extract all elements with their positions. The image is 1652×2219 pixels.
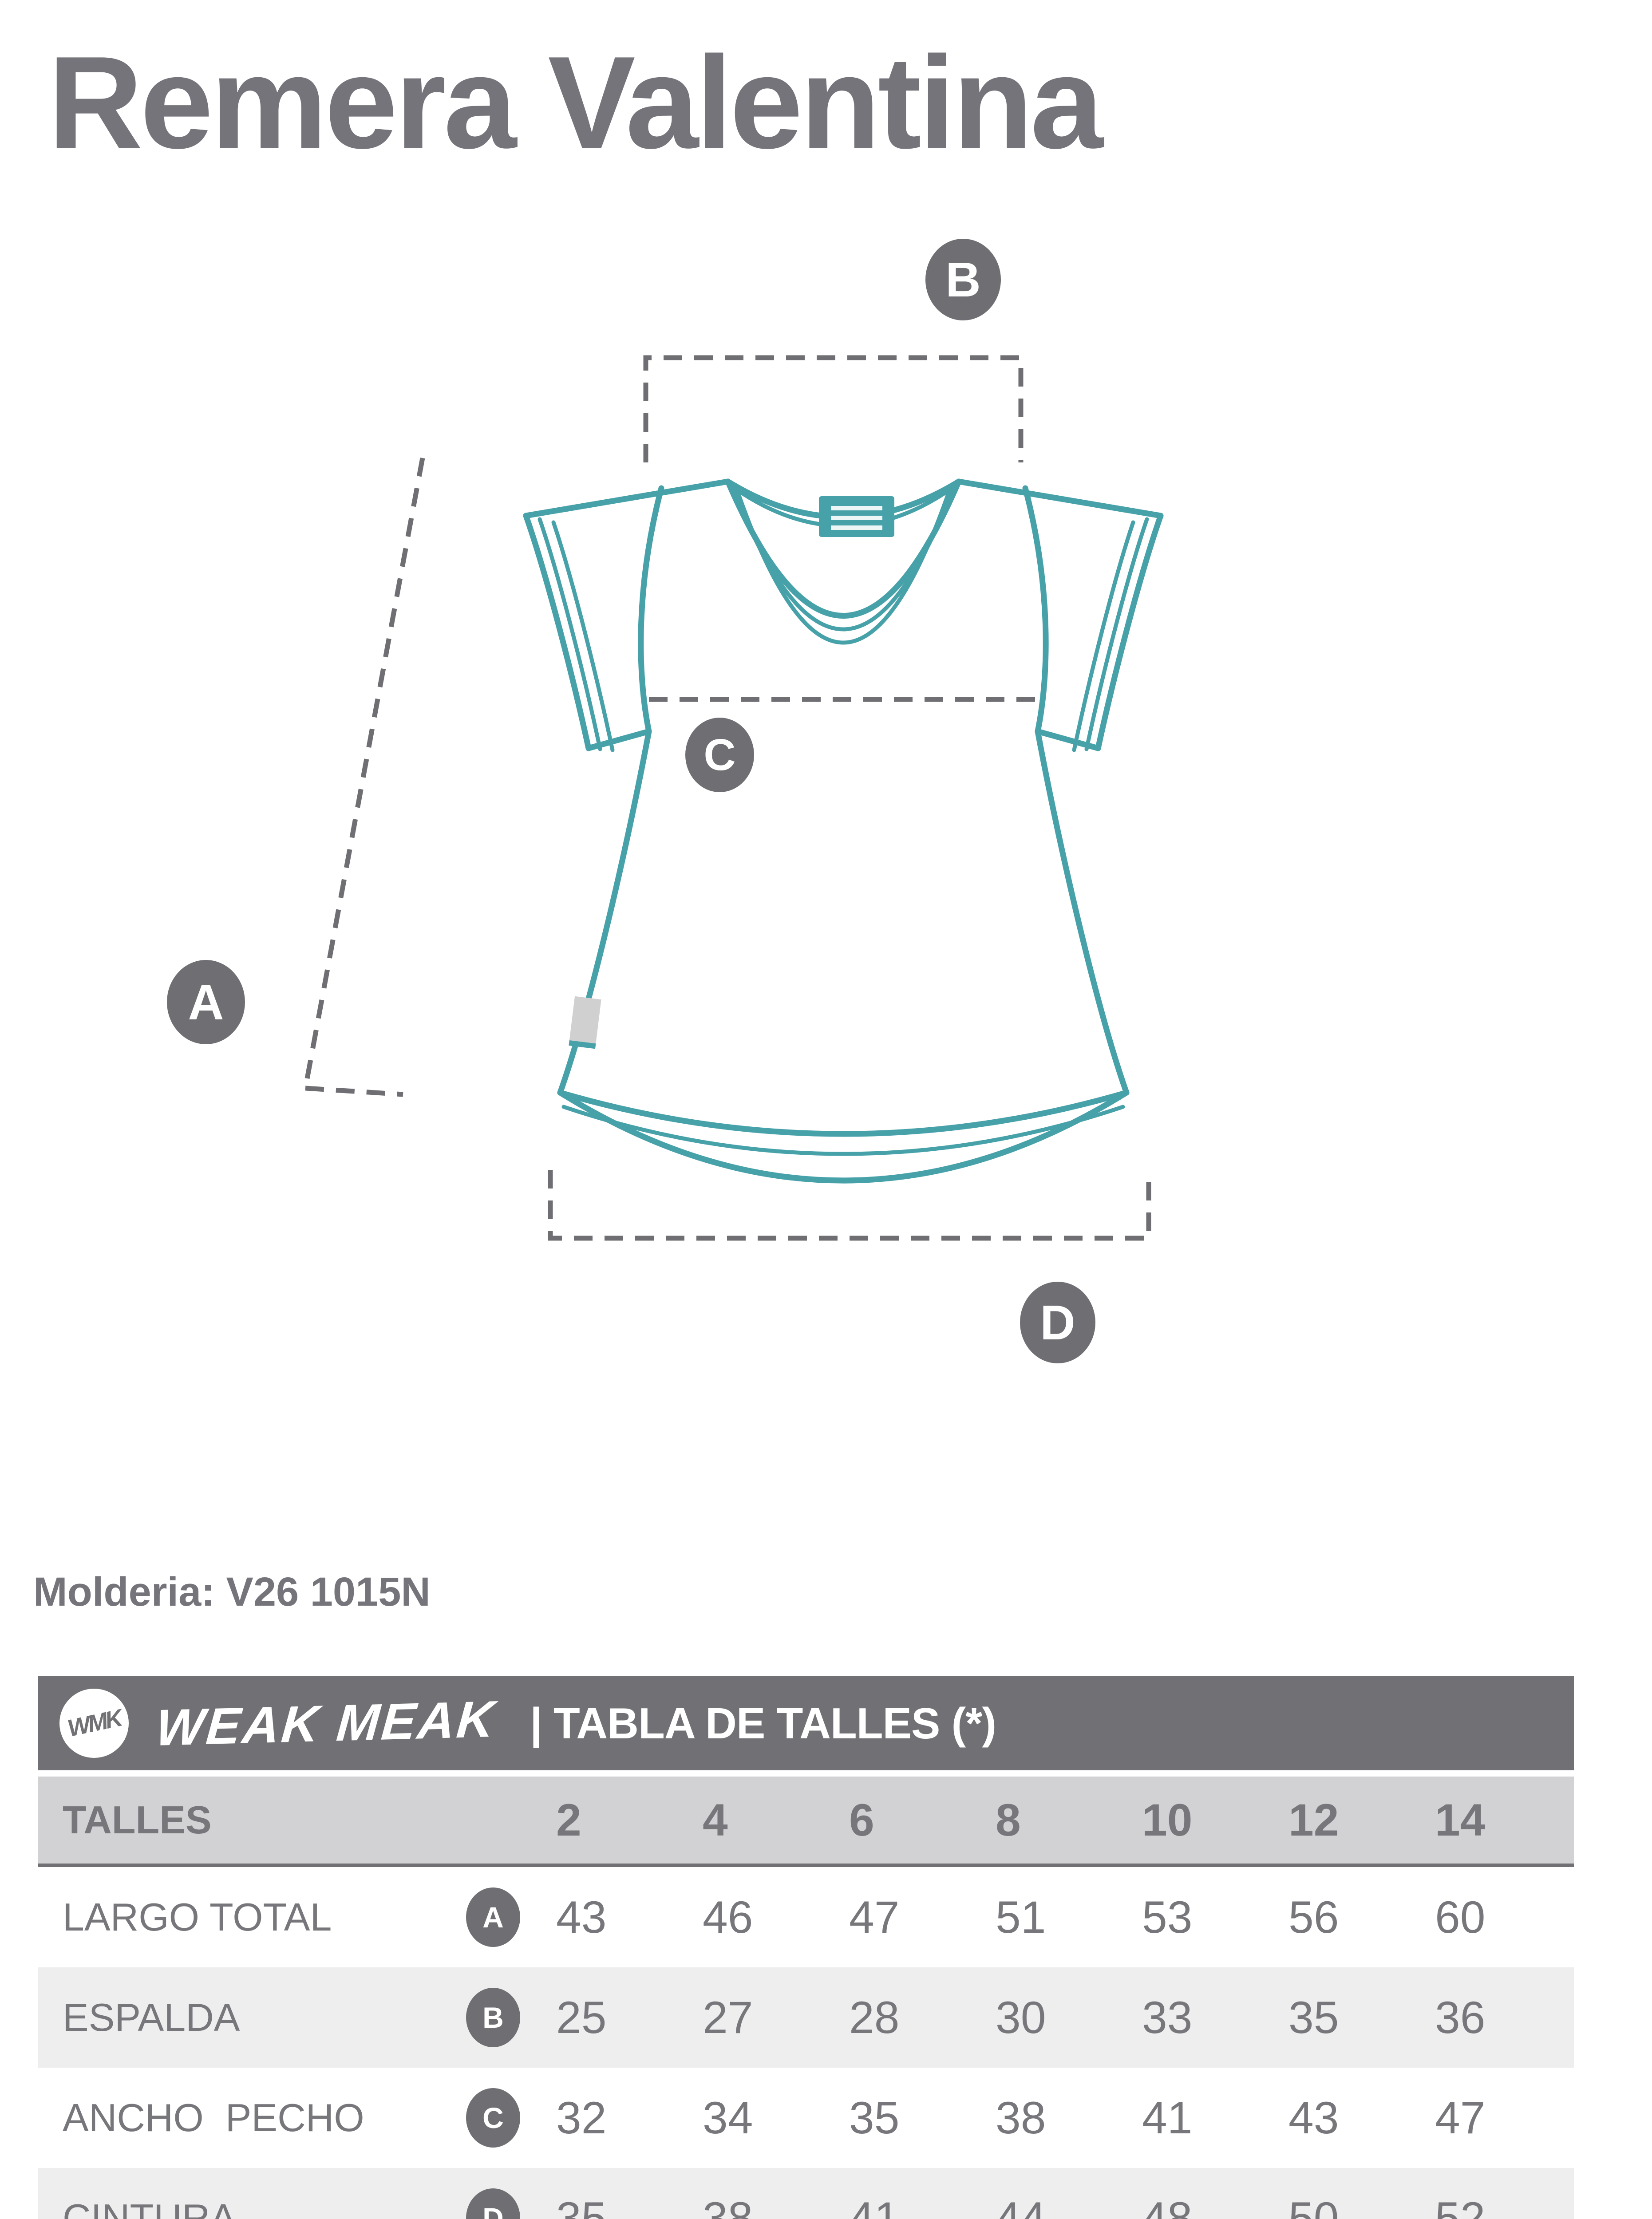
marker-d: D <box>1020 1282 1095 1363</box>
row-badge-cell: C <box>440 2088 546 2148</box>
molderia-reference: Molderia: V26 1015N <box>33 1569 431 1615</box>
cell-value: 41 <box>849 2192 900 2219</box>
marker-a-label: A <box>188 974 224 1030</box>
cell-value: 35 <box>1288 1992 1339 2043</box>
cell-value: 44 <box>996 2192 1046 2219</box>
cell-value: 25 <box>556 1992 607 2043</box>
cell-value: 38 <box>703 2192 753 2219</box>
brand-name: WEAK MEAK <box>153 1690 498 1757</box>
row-badge-cell: A <box>440 1887 546 1947</box>
size-table: WMK WEAK MEAK | TABLA DE TALLES (*) TALL… <box>38 1676 1574 2219</box>
row-marker-a: A <box>466 1887 520 1947</box>
cell-value: 43 <box>1288 2092 1339 2143</box>
cell-value: 46 <box>703 1891 753 1943</box>
size-table-header: WMK WEAK MEAK | TABLA DE TALLES (*) <box>38 1676 1574 1770</box>
marker-d-label: D <box>1040 1295 1075 1350</box>
header-gap <box>38 1770 1574 1777</box>
marker-a: A <box>167 960 245 1044</box>
row-label: ANCHO PECHO <box>63 2096 364 2140</box>
row-label: CINTURA <box>63 2196 237 2219</box>
measure-b-bracket <box>643 355 1024 462</box>
row-label: LARGO TOTAL <box>63 1895 332 1939</box>
size-col: 10 <box>1142 1794 1193 1845</box>
row-badge-cell: B <box>440 1988 546 2047</box>
brand-logo-icon: WMK <box>59 1689 129 1758</box>
size-col: 6 <box>849 1794 874 1845</box>
cell-value: 33 <box>1142 1992 1193 2043</box>
marker-b-label: B <box>945 252 981 307</box>
row-badge-cell: D <box>440 2188 546 2219</box>
side-tag <box>569 996 601 1049</box>
cell-value: 56 <box>1288 1891 1339 1943</box>
page-title: Remera Valentina <box>48 29 1103 176</box>
size-col: 8 <box>996 1794 1021 1845</box>
marker-b: B <box>925 239 1001 320</box>
measure-a-foot <box>305 1086 403 1097</box>
sizes-header-row: TALLES 2 4 6 8 10 12 14 <box>38 1777 1574 1867</box>
cell-value: 36 <box>1435 1992 1486 2043</box>
size-table-title: | TABLA DE TALLES (*) <box>530 1698 996 1748</box>
row-marker-b: B <box>466 1988 520 2047</box>
garment-outline <box>523 478 1164 1184</box>
cell-value: 43 <box>556 1891 607 1943</box>
size-col: 12 <box>1288 1794 1339 1845</box>
cell-value: 38 <box>996 2092 1046 2143</box>
cell-value: 47 <box>849 1891 900 1943</box>
table-row-ancho-pecho: ANCHO PECHO C 32 34 35 38 41 43 47 <box>38 2068 1574 2168</box>
cell-value: 27 <box>703 1992 753 2043</box>
marker-c: C <box>685 718 754 792</box>
cell-value: 28 <box>849 1992 900 2043</box>
size-col: 2 <box>556 1794 581 1845</box>
row-marker-c: C <box>466 2088 520 2148</box>
cell-value: 51 <box>996 1891 1046 1943</box>
cell-value: 30 <box>996 1992 1046 2043</box>
neck-label <box>819 496 894 537</box>
cell-value: 35 <box>556 2192 607 2219</box>
size-col: 14 <box>1435 1794 1486 1845</box>
table-row-largo-total: LARGO TOTAL A 43 46 47 51 53 56 60 <box>38 1867 1574 1967</box>
table-row-espalda: ESPALDA B 25 27 28 30 33 35 36 <box>38 1967 1574 2068</box>
cell-value: 34 <box>703 2092 753 2143</box>
marker-c-label: C <box>703 730 736 780</box>
cell-value: 60 <box>1435 1891 1486 1943</box>
row-marker-d: D <box>466 2188 520 2219</box>
cell-value: 32 <box>556 2092 607 2143</box>
cell-value: 35 <box>849 2092 900 2143</box>
measure-a-line <box>303 457 425 1089</box>
cell-value: 48 <box>1142 2192 1193 2219</box>
measure-d-bracket <box>548 1170 1151 1241</box>
row-label: ESPALDA <box>63 1995 240 2039</box>
cell-value: 47 <box>1435 2092 1486 2143</box>
cell-value: 50 <box>1288 2192 1339 2219</box>
measurement-lines <box>303 355 1151 1241</box>
cell-value: 53 <box>1142 1891 1193 1943</box>
tshirt-technical-drawing <box>303 355 1164 1241</box>
cell-value: 41 <box>1142 2092 1193 2143</box>
sizes-label: TALLES <box>63 1798 212 1842</box>
size-col: 4 <box>703 1794 728 1845</box>
cell-value: 52 <box>1435 2192 1486 2219</box>
brand-monogram: WMK <box>65 1705 123 1742</box>
table-row-cintura: CINTURA D 35 38 41 44 48 50 52 <box>38 2168 1574 2219</box>
